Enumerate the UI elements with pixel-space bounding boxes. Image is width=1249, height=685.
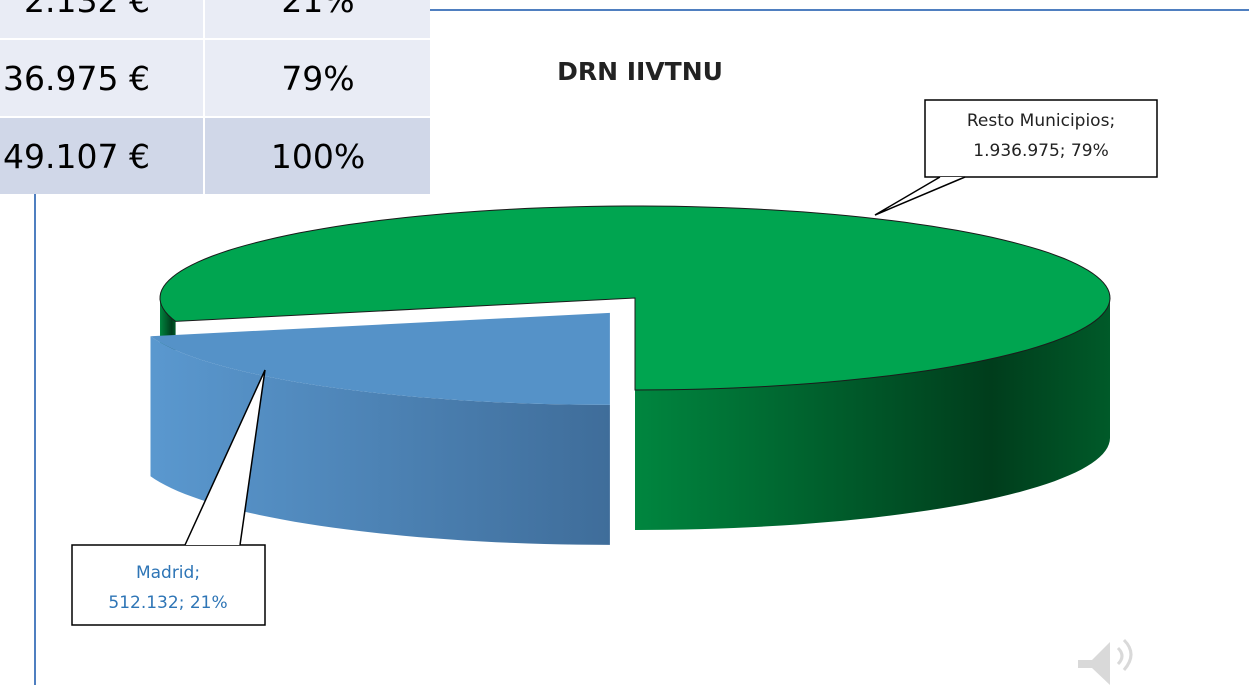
slice xyxy=(159,205,1111,391)
leader-line xyxy=(184,369,266,546)
table-text: 21% xyxy=(281,0,354,20)
table-text: 79% xyxy=(281,59,354,98)
data-label: 512.132; 21% xyxy=(108,593,227,613)
table-text: 2.132 € xyxy=(24,0,150,20)
data-label: 1.936.975; 79% xyxy=(973,141,1108,161)
table-cell xyxy=(205,40,430,116)
table-text: 36.975 € xyxy=(3,59,150,98)
data-label: Madrid; xyxy=(136,563,200,583)
callouts xyxy=(71,99,1158,626)
table-cell xyxy=(205,0,430,38)
table-cell xyxy=(0,0,203,38)
speaker-icon xyxy=(1078,638,1133,685)
table: 2.132 € 21% 36.975 € 79% 49.107 € 100% xyxy=(0,0,430,194)
data-labels: Madrid; 512.132; 21% Resto Municipios; 1.93… xyxy=(108,111,1115,613)
leader-line xyxy=(874,176,966,216)
slice-side xyxy=(635,298,1110,530)
table-cell xyxy=(0,40,203,116)
table-text: 100% xyxy=(271,137,365,176)
slice-side xyxy=(150,336,610,545)
table-text: 49.107 € xyxy=(3,137,150,176)
data-label: Resto Municipios; xyxy=(967,111,1115,131)
label-box xyxy=(71,544,266,626)
pie xyxy=(150,205,1111,545)
table-cell xyxy=(205,118,430,194)
chart-title: DRN IIVTNU xyxy=(557,57,723,86)
slice xyxy=(150,312,610,405)
label-box xyxy=(924,99,1158,178)
table-cell xyxy=(0,118,203,194)
